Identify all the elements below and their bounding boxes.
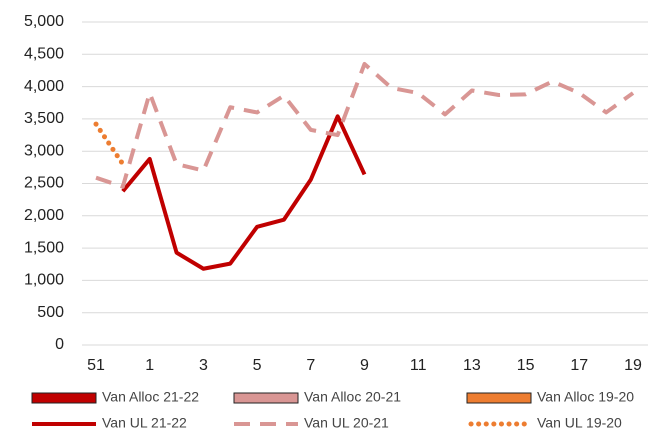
y-tick-label: 4,500 bbox=[24, 46, 64, 63]
y-tick-label: 2,000 bbox=[24, 207, 64, 224]
y-tick-label: 1,000 bbox=[24, 272, 64, 289]
legend-label: Van UL 20-21 bbox=[304, 415, 389, 431]
legend-swatch bbox=[466, 392, 532, 404]
line bbox=[121, 114, 367, 271]
legend-label: Van Alloc 20-21 bbox=[304, 389, 401, 405]
legend-label: Van UL 21-22 bbox=[102, 415, 187, 431]
line bbox=[95, 61, 635, 189]
legend-label: Van Alloc 21-22 bbox=[102, 389, 199, 405]
y-tick-label: 5,000 bbox=[24, 13, 64, 30]
y-tick-label: 3,500 bbox=[24, 110, 64, 127]
x-tick-label: 9 bbox=[360, 357, 369, 374]
x-tick-label: 3 bbox=[199, 357, 208, 374]
x-tick-label: 1 bbox=[145, 357, 154, 374]
y-tick-label: 1,500 bbox=[24, 239, 64, 256]
legend-swatch bbox=[31, 392, 97, 404]
x-tick-label: 17 bbox=[570, 357, 588, 374]
y-tick-label: 0 bbox=[55, 336, 64, 353]
legend-label: Van Alloc 19-20 bbox=[537, 389, 634, 405]
x-tick-label: 11 bbox=[410, 357, 427, 374]
y-tick-label: 3,000 bbox=[24, 142, 64, 159]
y-tick-label: 2,500 bbox=[24, 175, 64, 192]
x-tick-label: 19 bbox=[624, 357, 642, 374]
x-tick-label: 5 bbox=[253, 357, 262, 374]
x-tick-label: 7 bbox=[306, 357, 315, 374]
x-tick-label: 51 bbox=[87, 357, 105, 374]
legend-swatch bbox=[233, 392, 299, 404]
line bbox=[93, 121, 126, 167]
y-tick-label: 500 bbox=[37, 304, 64, 321]
x-tick-label: 13 bbox=[463, 357, 481, 374]
x-tick-label: 15 bbox=[517, 357, 535, 374]
legend-label: Van UL 19-20 bbox=[537, 415, 622, 431]
y-tick-label: 4,000 bbox=[24, 78, 64, 95]
